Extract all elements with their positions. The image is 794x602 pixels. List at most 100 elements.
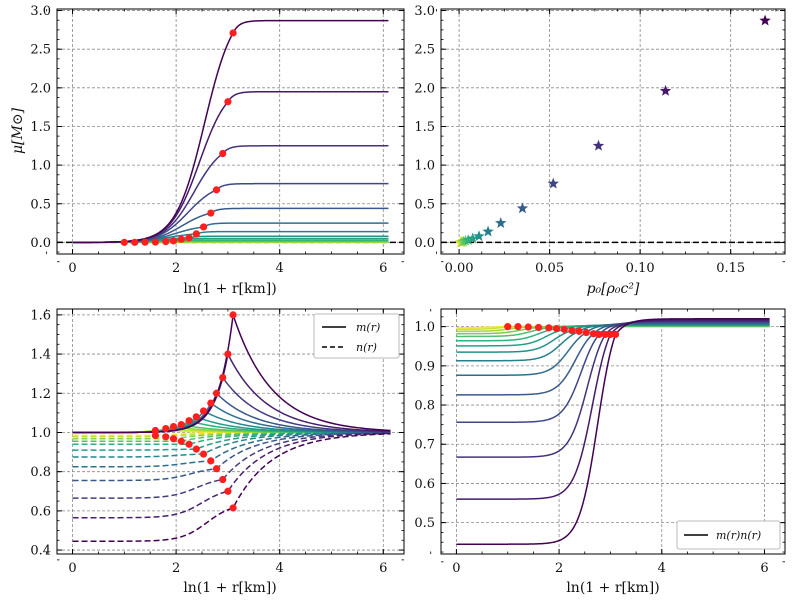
legend-label-m: m(r) (356, 321, 380, 334)
ticks: 0.00 0.05 0.10 0.15 0.0 0.5 1.0 1.5 2.0 2.5 3.0 (414, 4, 785, 276)
y-axis-label: μ[M⊙] (10, 107, 26, 154)
panel-mass-profiles: 0 2 4 60.00.51.01.52.02.53.0 ln(1 + r[km]) … (10, 4, 405, 297)
y-tick-label: 2.5 (414, 43, 435, 58)
m-surface-marker (229, 311, 237, 319)
y-tick-label: 0.0 (30, 236, 51, 251)
y-tick-label: 3.0 (30, 4, 51, 19)
surface-marker (534, 323, 543, 332)
legend-box (313, 313, 400, 359)
panel-mass-vs-pressure: 0.00 0.05 0.10 0.15 0.0 0.5 1.0 1.5 2.0 2.5 3.0 p₀… (414, 4, 786, 297)
surface-marker (162, 238, 170, 246)
ticks: 0 2 4 6 0.4 0.6 0.8 1.0 1.2 1.4 1.6 (30, 308, 404, 576)
legend-box (676, 520, 781, 550)
legend: m(r)n(r) (676, 520, 781, 550)
grid (57, 9, 404, 254)
star-marker (462, 234, 474, 245)
m-surface-marker (219, 374, 227, 382)
y-tick-label: 1.0 (414, 159, 435, 174)
y-tick-label: 1.0 (30, 426, 51, 441)
x-tick-label: 4 (658, 561, 666, 576)
y-tick-label: 0.5 (414, 197, 435, 212)
n-surface-marker (212, 465, 221, 473)
n-profile-line (72, 432, 391, 499)
surface-marker (595, 330, 603, 339)
legend-label-mn: m(r)n(r) (716, 529, 761, 542)
m-profile-line (72, 314, 391, 434)
grid (441, 9, 785, 254)
y-tick-label: 0.4 (30, 544, 51, 559)
surface-marker (169, 237, 178, 245)
y-tick-label: 1.0 (414, 320, 435, 335)
surface-marker (207, 209, 215, 217)
plot-frame (440, 8, 786, 255)
m-surface-marker (162, 424, 170, 433)
plot-frame (56, 8, 405, 255)
star-marker (473, 230, 485, 242)
mass-profile-line (72, 207, 389, 244)
m-surface-marker (185, 417, 193, 425)
x-axis-label: p₀[ρ₀c²] (587, 281, 640, 297)
series-lines (72, 19, 389, 244)
surface-marker (568, 326, 576, 335)
surface-marker (582, 328, 590, 337)
y-tick-label: 1.5 (30, 120, 51, 135)
surface-marker (560, 325, 568, 333)
star-marker (659, 84, 672, 96)
star-marker (547, 177, 559, 189)
n-surface-marker (192, 445, 200, 453)
product-profile-line (456, 319, 770, 500)
star-marker (482, 225, 494, 237)
y-tick-label: 0.6 (30, 504, 51, 519)
y-tick-label: 1.6 (30, 308, 51, 323)
product-profile-line (456, 321, 770, 424)
surface-marker (229, 29, 237, 37)
n-surface-marker (185, 440, 193, 448)
n-surface-marker (229, 504, 237, 512)
n-surface-marker (207, 457, 215, 465)
product-profile-line (456, 318, 770, 545)
x-tick-label: 0.10 (626, 261, 655, 276)
x-tick-label: 0 (452, 561, 460, 576)
ticks: 0 2 4 6 0.0 0.5 1.0 1.5 2.0 2.5 3.0 (30, 4, 404, 276)
surface-marker (545, 324, 553, 332)
star-markers (454, 14, 771, 248)
y-tick-label: 1.0 (30, 159, 51, 174)
y-tick-label: 2.0 (414, 81, 435, 96)
surface-marker (552, 325, 561, 333)
m-surface-marker (224, 350, 232, 358)
surface-markers (120, 29, 237, 246)
product-profile-line (456, 320, 770, 458)
surface-markers (504, 323, 620, 339)
x-tick-label: 2 (172, 261, 180, 276)
x-tick-label: 0 (68, 561, 76, 576)
product-profile-line (456, 323, 770, 353)
panel-metric-functions: 0 2 4 6 0.4 0.6 0.8 1.0 1.2 1.4 1.6 m(r) n(r) ln(1… (30, 308, 405, 596)
surface-marker (524, 323, 532, 331)
y-tick-label: 0.6 (414, 477, 435, 492)
product-profile-line (456, 321, 770, 396)
plot-frame (440, 308, 786, 555)
surface-markers (151, 311, 237, 512)
mass-profile-line (72, 182, 389, 244)
y-tick-label: 1.5 (414, 120, 435, 135)
surface-marker (185, 234, 193, 242)
n-surface-marker (219, 475, 227, 484)
plot-frame (56, 308, 405, 555)
surface-marker (141, 238, 149, 246)
m-surface-marker (192, 413, 200, 421)
y-tick-label: 0.5 (30, 197, 51, 212)
surface-marker (224, 98, 232, 106)
x-tick-label: 0.05 (535, 261, 564, 276)
y-tick-label: 1.2 (30, 387, 51, 402)
x-tick-label: 0.00 (445, 261, 474, 276)
x-tick-label: 6 (379, 261, 387, 276)
surface-marker (131, 238, 139, 246)
n-surface-marker (169, 435, 178, 443)
surface-marker (504, 323, 512, 331)
y-tick-label: 0.7 (414, 438, 435, 453)
n-profile-line (72, 432, 391, 519)
x-tick-label: 2 (555, 561, 563, 576)
x-tick-label: 0 (68, 261, 76, 276)
y-tick-label: 0.0 (414, 236, 435, 251)
